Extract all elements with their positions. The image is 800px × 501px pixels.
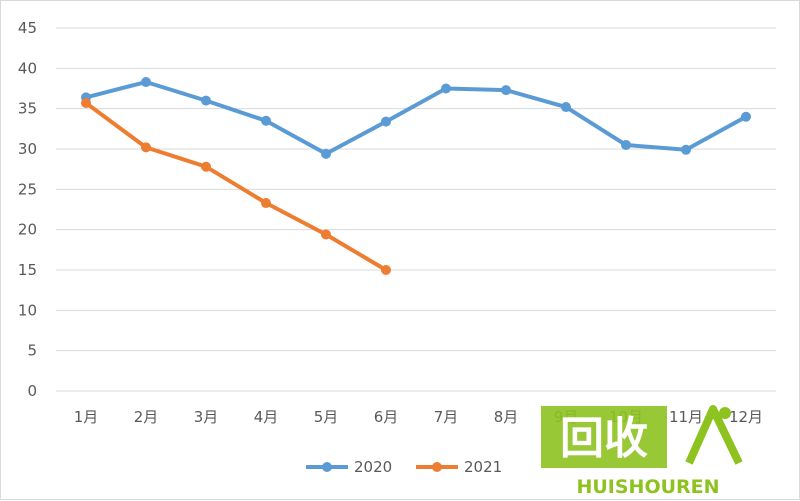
- y-axis-ticks: 0 5 10 15 20 25 30 35 40 45: [18, 19, 37, 400]
- legend-label: 2021: [464, 458, 502, 476]
- data-point: [201, 161, 211, 172]
- legend-item-2021: 2021: [416, 458, 502, 476]
- x-tick-label: 6月: [374, 408, 399, 426]
- series-line-2020: [84, 80, 748, 156]
- data-point: [561, 102, 571, 113]
- series-line-2021: [84, 101, 388, 272]
- watermark-person-icon: [685, 405, 743, 465]
- x-tick-label: 1月: [74, 408, 99, 426]
- y-tick-label: 30: [18, 140, 37, 158]
- y-tick-label: 5: [27, 342, 37, 360]
- x-tick-label: 12月: [729, 408, 763, 426]
- series-2021: [81, 98, 391, 275]
- data-point: [141, 77, 151, 88]
- x-tick-label: 5月: [314, 408, 339, 426]
- y-tick-label: 25: [18, 180, 37, 198]
- data-point: [201, 95, 211, 106]
- gridlines: [56, 27, 776, 392]
- watermark-logo-text: 回收: [560, 413, 648, 464]
- legend: 2020 2021: [306, 458, 502, 476]
- data-point: [261, 115, 271, 126]
- data-point: [81, 98, 91, 109]
- data-point: [321, 148, 331, 159]
- data-point: [681, 144, 691, 155]
- x-tick-label: 3月: [194, 408, 219, 426]
- x-tick-label: 7月: [434, 408, 459, 426]
- data-point: [141, 142, 151, 153]
- data-point: [741, 111, 751, 122]
- legend-label: 2020: [354, 458, 392, 476]
- watermark: 回收 HUISHOUREN: [541, 405, 743, 498]
- data-point: [501, 85, 511, 96]
- y-tick-label: 10: [18, 301, 37, 319]
- legend-swatch-marker: [432, 462, 442, 472]
- data-point: [381, 265, 391, 275]
- x-tick-label: 11月: [669, 408, 703, 426]
- legend-swatch-marker: [322, 462, 332, 472]
- data-point: [621, 139, 631, 150]
- x-tick-label: 2月: [134, 408, 159, 426]
- series-group: [81, 77, 751, 275]
- watermark-logo-box: [541, 406, 667, 468]
- x-tick-label: 8月: [494, 408, 519, 426]
- data-point: [381, 116, 391, 127]
- y-tick-label: 35: [18, 100, 37, 118]
- y-tick-label: 45: [18, 19, 37, 37]
- y-tick-label: 20: [18, 221, 37, 239]
- y-tick-label: 40: [18, 59, 37, 77]
- y-tick-label: 0: [27, 382, 37, 400]
- series-2020: [81, 77, 751, 159]
- y-tick-label: 15: [18, 261, 37, 279]
- x-tick-label: 4月: [254, 408, 279, 426]
- data-point: [321, 229, 331, 240]
- watermark-brand-text: HUISHOUREN: [576, 476, 719, 498]
- data-point: [261, 198, 271, 209]
- data-point: [441, 83, 451, 94]
- legend-item-2020: 2020: [306, 458, 392, 476]
- watermark-person-head: [719, 407, 731, 419]
